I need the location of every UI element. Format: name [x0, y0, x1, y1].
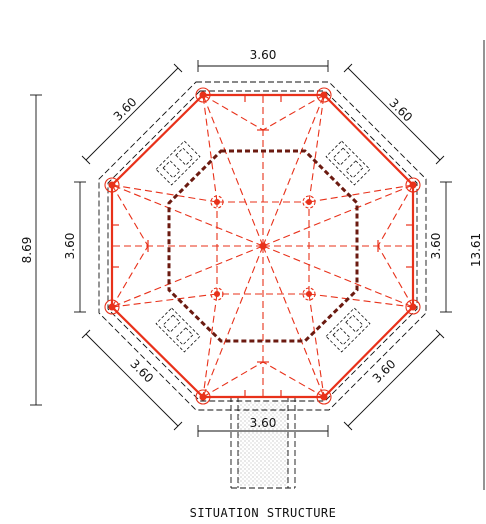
dim-top-label: 3.60 — [250, 48, 277, 62]
inner-post — [302, 287, 316, 301]
corner-post — [195, 389, 211, 405]
access-path — [230, 396, 296, 489]
inner-post — [302, 195, 316, 209]
corner-post — [316, 389, 332, 405]
benches — [155, 140, 371, 353]
center-post — [259, 242, 267, 250]
corner-post — [104, 299, 120, 315]
ridge-markers — [112, 95, 413, 397]
dim-right-label: 3.60 — [429, 233, 443, 260]
plan-caption: SITUATION STRUCTURE — [190, 506, 337, 520]
dim-upper-left-label: 3.60 — [111, 95, 140, 124]
deck-outline-inner — [107, 90, 418, 402]
posts — [104, 87, 421, 405]
corner-post — [104, 177, 120, 193]
deck-outline-outer — [98, 81, 427, 411]
dim-overall-height-label: 8.69 — [20, 237, 34, 264]
rafter-lines — [111, 94, 414, 398]
dim-overall-right-label: 13.61 — [469, 233, 483, 267]
inner-post — [210, 287, 224, 301]
dimension-lines — [30, 40, 485, 490]
corner-post — [316, 87, 332, 103]
dim-lower-right-label: 3.60 — [370, 357, 399, 386]
inner-wall — [167, 149, 359, 343]
dim-left-label: 3.60 — [63, 233, 77, 260]
dim-bottom-label: 3.60 — [250, 416, 277, 430]
inner-post — [210, 195, 224, 209]
corner-post — [405, 177, 421, 193]
corner-post — [405, 299, 421, 315]
corner-post — [195, 87, 211, 103]
dim-lower-left-label: 3.60 — [127, 357, 156, 386]
